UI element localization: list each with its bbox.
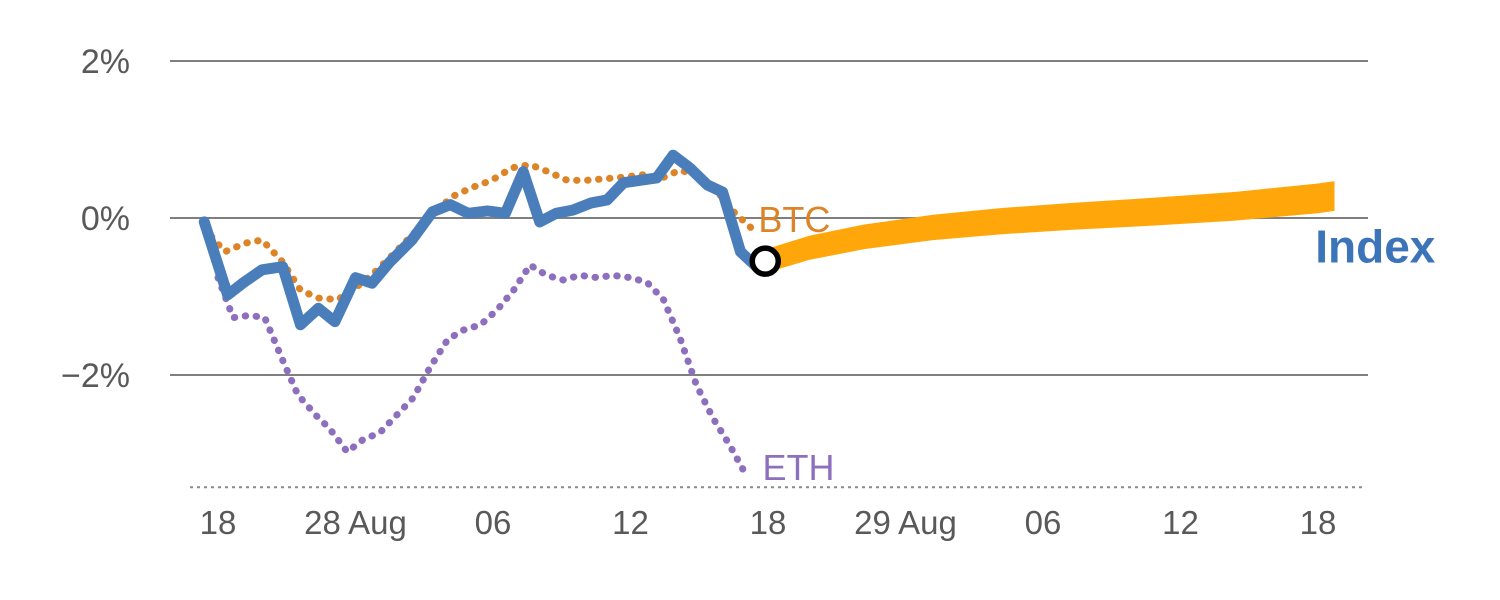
- x-axis-tick-label: 18: [200, 504, 237, 541]
- x-axis-tick-label: 06: [475, 504, 512, 541]
- eth-series-label: ETH: [763, 447, 835, 488]
- index-series-label: Index: [1315, 221, 1436, 273]
- x-axis-tick-label: 12: [612, 504, 649, 541]
- y-axis-label: 2%: [81, 43, 130, 81]
- x-axis-tick-label: 18: [750, 504, 787, 541]
- x-axis-tick-label: 28 Aug: [304, 504, 407, 541]
- y-axis-label: 0%: [81, 200, 130, 238]
- btc-series-label: BTC: [758, 199, 830, 240]
- x-axis-tick-label: 06: [1025, 504, 1062, 541]
- btc-line: [200, 161, 755, 304]
- y-axis-label: −2%: [61, 357, 130, 395]
- index-forecast-band: [765, 181, 1335, 273]
- eth-line: [214, 261, 749, 476]
- x-axis-tick-label: 29 Aug: [854, 504, 957, 541]
- current-value-marker: [749, 245, 781, 277]
- index-line: [198, 149, 773, 331]
- x-axis-tick-label: 18: [1300, 504, 1337, 541]
- x-axis-tick-label: 12: [1162, 504, 1199, 541]
